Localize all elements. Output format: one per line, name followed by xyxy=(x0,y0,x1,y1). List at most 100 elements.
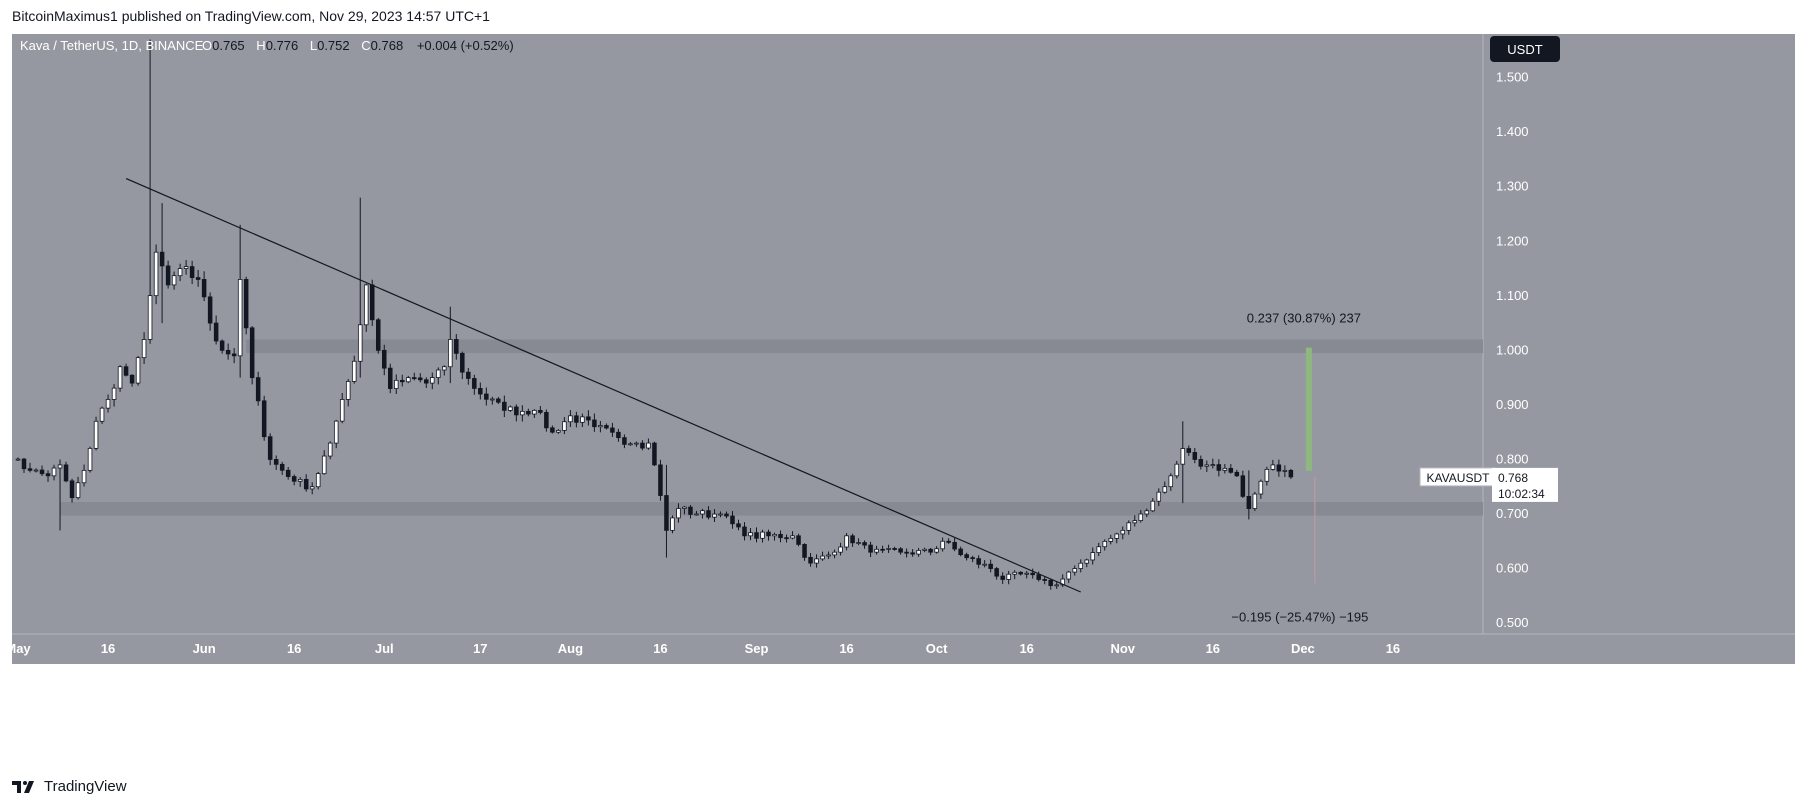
descending-trendline xyxy=(125,177,1081,593)
candle-down xyxy=(213,322,219,342)
price-chart[interactable]: 0.237 (30.87%) 237−0.195 (−25.47%) −195 … xyxy=(5,34,1795,786)
candle-up xyxy=(171,275,177,286)
candle-down xyxy=(1276,464,1282,472)
candle-up xyxy=(99,407,105,422)
candle-up xyxy=(562,421,567,431)
candle-up xyxy=(676,508,681,519)
candle-down xyxy=(802,544,807,558)
time-axis: May 16 Jun 16 Jul 17 Aug 16 Sep 16 Oct 16 Nov 16 Dec 16 xyxy=(5,641,1400,656)
candle-down xyxy=(616,431,621,439)
candle-down xyxy=(1186,448,1192,453)
candle-down xyxy=(688,506,693,515)
candle-up xyxy=(1180,448,1186,465)
candle-up xyxy=(430,377,435,384)
candle-down xyxy=(460,352,465,373)
candle-up xyxy=(826,554,831,557)
candle-up xyxy=(712,513,717,518)
time-tick-label: Aug xyxy=(558,641,583,656)
candle-down xyxy=(514,406,519,416)
candle-down xyxy=(754,532,759,539)
candle-down xyxy=(484,393,489,400)
candle-up xyxy=(135,357,141,384)
time-tick-label: Jun xyxy=(193,641,216,656)
candle-down xyxy=(574,415,579,423)
time-tick-label: Sep xyxy=(745,641,769,656)
time-tick-label: Jul xyxy=(375,641,394,656)
plot-background xyxy=(12,34,1483,634)
candle-down xyxy=(1234,471,1240,477)
candle-down xyxy=(279,463,285,471)
time-axis-background xyxy=(12,634,1795,664)
candle-down xyxy=(1018,571,1023,575)
candle-down xyxy=(261,400,267,438)
candle-up xyxy=(748,532,753,537)
candle-down xyxy=(195,277,201,280)
candle-up xyxy=(1282,469,1288,472)
candle-down xyxy=(1048,579,1053,586)
candle-up xyxy=(345,381,351,400)
candle-down xyxy=(412,377,417,380)
candle-up xyxy=(844,535,849,548)
low-value: 0.752 xyxy=(317,38,350,53)
candle-down xyxy=(1240,475,1246,497)
price-tick-label: 1.500 xyxy=(1496,70,1529,85)
candle-down xyxy=(898,548,903,553)
candle-down xyxy=(550,427,555,433)
candle-down xyxy=(496,398,501,403)
candle-up xyxy=(1114,533,1120,539)
candle-down xyxy=(381,349,387,369)
currency-button[interactable]: USDT xyxy=(1490,36,1560,62)
candle-down xyxy=(880,548,885,551)
candle-down xyxy=(285,469,291,477)
candle-up xyxy=(1132,520,1138,524)
candle-up xyxy=(321,455,327,475)
candle-up xyxy=(838,546,843,553)
candle-up xyxy=(57,464,63,469)
candle-down xyxy=(1288,469,1294,478)
candle-down xyxy=(988,563,993,569)
candle-down xyxy=(472,378,477,389)
candle-down xyxy=(27,468,33,471)
candle-down xyxy=(736,523,741,528)
price-tick-label: 0.500 xyxy=(1496,615,1529,630)
candle-up xyxy=(856,542,861,544)
candle-down xyxy=(970,557,975,560)
candle-up xyxy=(363,284,369,326)
candle-up xyxy=(1096,546,1102,553)
candle-up xyxy=(580,416,585,423)
candle-up xyxy=(922,548,927,551)
candle-down xyxy=(658,464,663,496)
price-tick-label: 1.200 xyxy=(1496,233,1529,248)
candle-up xyxy=(1054,584,1059,587)
candle-up xyxy=(51,467,57,477)
price-zone-0 xyxy=(246,339,1483,354)
candle-up xyxy=(448,339,453,368)
candle-up xyxy=(814,558,819,564)
publisher-line: BitcoinMaximus1 published on TradingView… xyxy=(12,8,490,24)
candle-up xyxy=(406,377,411,383)
candle-up xyxy=(718,513,723,516)
candle-down xyxy=(892,548,897,550)
candle-up xyxy=(15,458,21,461)
candle-down xyxy=(424,379,429,384)
measure-down-label: −0.195 (−25.47%) −195 xyxy=(1231,609,1368,624)
candle-down xyxy=(1192,452,1198,460)
footer-brand: TradingView xyxy=(12,778,127,795)
candle-up xyxy=(357,324,363,362)
candle-up xyxy=(694,513,699,516)
candle-up xyxy=(327,442,333,457)
time-tick-label: 16 xyxy=(1019,641,1033,656)
candle-down xyxy=(850,535,855,544)
candle-up xyxy=(105,399,111,409)
candle-down xyxy=(784,537,789,540)
candle-down xyxy=(778,533,783,539)
price-tag-countdown: 10:02:34 xyxy=(1498,487,1545,501)
candle-down xyxy=(400,379,405,383)
measure-up-label: 0.237 (30.87%) 237 xyxy=(1247,311,1361,326)
chart-area[interactable]: 0.237 (30.87%) 237 −0.195 (−25.47%) −195 … xyxy=(5,34,1795,786)
candle-up xyxy=(760,531,765,539)
candle-down xyxy=(418,377,423,381)
candle-up xyxy=(982,563,987,566)
candle-up xyxy=(1264,468,1270,482)
candle-down xyxy=(1042,579,1047,581)
